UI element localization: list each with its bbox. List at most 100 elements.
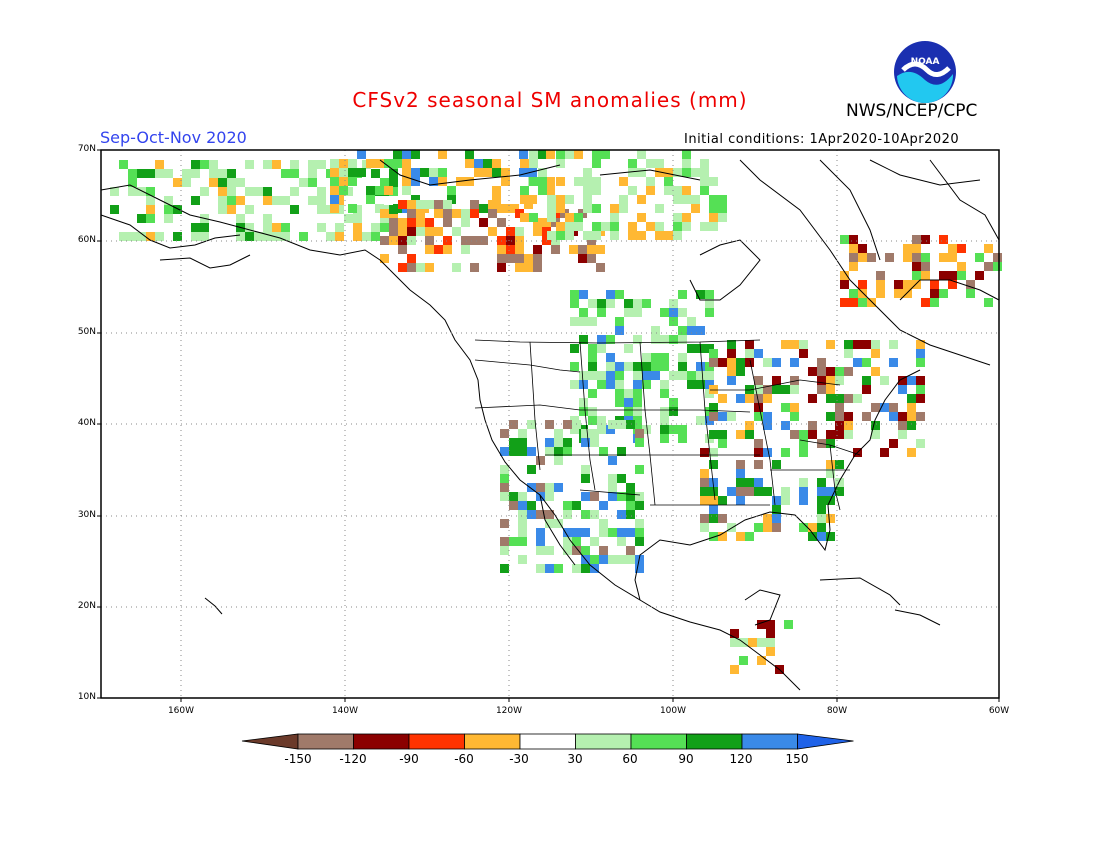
anomaly-cell bbox=[592, 150, 601, 159]
anomaly-cell bbox=[730, 629, 739, 638]
anomaly-cell bbox=[880, 403, 889, 412]
anomaly-cell bbox=[443, 200, 452, 209]
anomaly-cell bbox=[826, 340, 835, 349]
anomaly-cell bbox=[461, 218, 470, 227]
anomaly-cell bbox=[678, 362, 687, 371]
anomaly-cell bbox=[500, 519, 509, 528]
anomaly-cell bbox=[624, 344, 633, 353]
anomaly-cell bbox=[853, 394, 862, 403]
anomaly-cell bbox=[515, 209, 524, 218]
anomaly-cell bbox=[326, 232, 335, 241]
anomaly-cell bbox=[635, 519, 644, 528]
anomaly-cell bbox=[497, 263, 506, 272]
anomaly-cell bbox=[272, 160, 281, 169]
anomaly-cell bbox=[308, 196, 317, 205]
anomaly-cell bbox=[470, 263, 479, 272]
anomaly-cell bbox=[646, 177, 655, 186]
anomaly-cell bbox=[628, 231, 637, 240]
anomaly-cell bbox=[608, 474, 617, 483]
anomaly-cell bbox=[506, 227, 515, 236]
anomaly-cell bbox=[556, 150, 565, 159]
anomaly-cell bbox=[660, 389, 669, 398]
anomaly-cell bbox=[709, 460, 718, 469]
anomaly-cell bbox=[709, 478, 718, 487]
anomaly-cell bbox=[606, 353, 615, 362]
anomaly-cell bbox=[626, 528, 635, 537]
anomaly-cell bbox=[398, 245, 407, 254]
anomaly-cell bbox=[389, 227, 398, 236]
anomaly-cell bbox=[784, 620, 793, 629]
anomaly-cell bbox=[799, 439, 808, 448]
anomaly-cell bbox=[407, 254, 416, 263]
anomaly-cell bbox=[633, 407, 642, 416]
anomaly-cell bbox=[615, 362, 624, 371]
anomaly-cell bbox=[754, 448, 763, 457]
anomaly-cell bbox=[606, 371, 615, 380]
anomaly-cell bbox=[745, 478, 754, 487]
anomaly-cell bbox=[339, 177, 348, 186]
anomaly-cell bbox=[754, 376, 763, 385]
anomaly-cell bbox=[687, 371, 696, 380]
anomaly-cell bbox=[939, 271, 948, 280]
anomaly-cell bbox=[808, 430, 817, 439]
lon-label-140w: 140W bbox=[331, 706, 359, 716]
anomaly-cell bbox=[527, 501, 536, 510]
anomaly-cell bbox=[583, 231, 592, 240]
anomaly-cell bbox=[799, 523, 808, 532]
anomaly-cell bbox=[263, 214, 272, 223]
anomaly-cell bbox=[554, 519, 563, 528]
anomaly-cell bbox=[579, 371, 588, 380]
anomaly-cell bbox=[705, 371, 714, 380]
anomaly-cell bbox=[393, 204, 402, 213]
anomaly-cell bbox=[772, 385, 781, 394]
anomaly-cell bbox=[519, 150, 528, 159]
anomaly-cell bbox=[173, 232, 182, 241]
anomaly-cell bbox=[599, 528, 608, 537]
anomaly-cell bbox=[536, 528, 545, 537]
anomaly-cell bbox=[263, 196, 272, 205]
anomaly-cell bbox=[772, 376, 781, 385]
anomaly-cell bbox=[583, 186, 592, 195]
anomaly-cell bbox=[862, 376, 871, 385]
anomaly-cell bbox=[763, 487, 772, 496]
anomaly-cell bbox=[826, 376, 835, 385]
anomaly-cell bbox=[808, 394, 817, 403]
anomaly-cell bbox=[889, 439, 898, 448]
anomaly-cell bbox=[429, 168, 438, 177]
anomaly-cell bbox=[597, 380, 606, 389]
anomaly-cell bbox=[628, 186, 637, 195]
coastlines bbox=[100, 159, 1000, 691]
colorbar-right-arrow bbox=[797, 733, 854, 750]
anomaly-cell bbox=[592, 222, 601, 231]
anomaly-cell bbox=[590, 537, 599, 546]
anomaly-cell bbox=[518, 429, 527, 438]
anomaly-cell bbox=[790, 385, 799, 394]
anomaly-cell bbox=[601, 222, 610, 231]
anomaly-cell bbox=[520, 159, 529, 168]
anomaly-cell bbox=[565, 222, 574, 231]
anomaly-cell bbox=[191, 196, 200, 205]
anomaly-cell bbox=[709, 222, 718, 231]
anomaly-cell bbox=[536, 537, 545, 546]
anomaly-cell bbox=[447, 195, 456, 204]
anomaly-cell bbox=[660, 380, 669, 389]
anomaly-cell bbox=[218, 169, 227, 178]
anomaly-cell bbox=[610, 213, 619, 222]
anomaly-cell bbox=[411, 150, 420, 159]
anomaly-cell bbox=[330, 177, 339, 186]
anomaly-cell bbox=[790, 358, 799, 367]
anomaly-cell bbox=[626, 483, 635, 492]
anomaly-cell bbox=[570, 344, 579, 353]
anomaly-cell bbox=[615, 326, 624, 335]
lat-label-20n: 20N bbox=[77, 601, 96, 611]
anomaly-cell bbox=[554, 447, 563, 456]
anomaly-cell bbox=[871, 349, 880, 358]
anomaly-cell bbox=[317, 187, 326, 196]
anomaly-cell bbox=[790, 403, 799, 412]
anomaly-cell bbox=[930, 280, 939, 289]
anomaly-cell bbox=[772, 523, 781, 532]
anomaly-cell bbox=[509, 501, 518, 510]
anomaly-cell bbox=[375, 186, 384, 195]
anomaly-cell bbox=[858, 298, 867, 307]
colorbar-segment bbox=[630, 733, 687, 750]
